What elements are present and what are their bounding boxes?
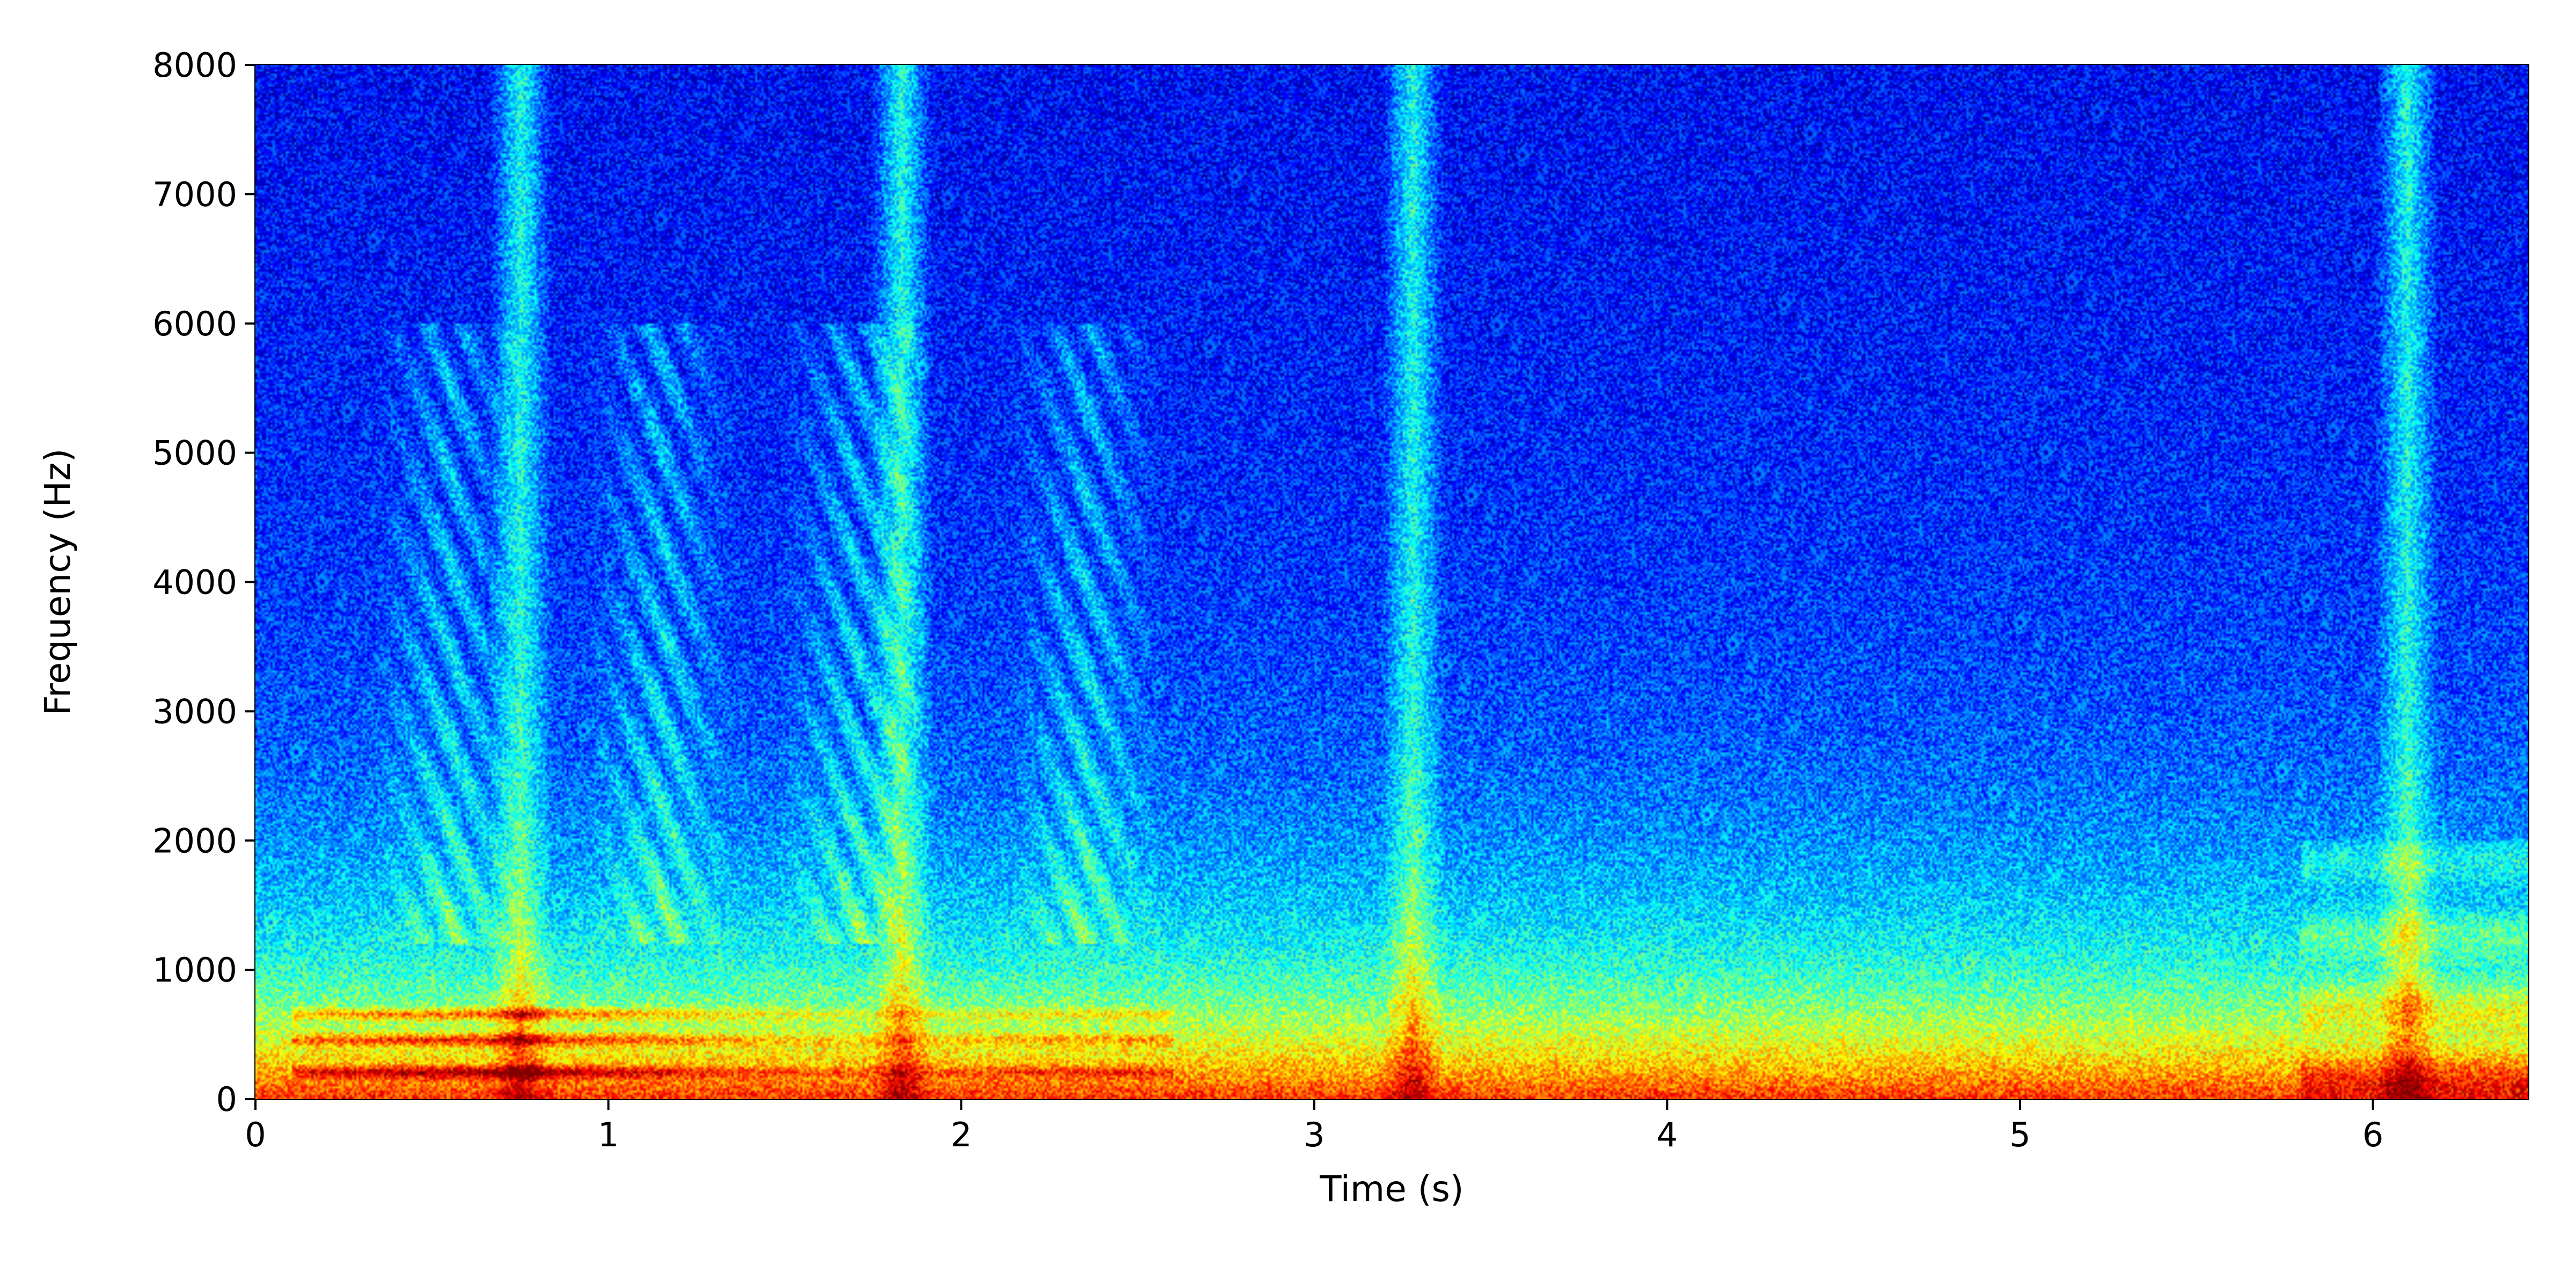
y-tick-label: 3000 [152, 692, 237, 731]
x-tick-label: 1 [598, 1115, 619, 1154]
y-tick-label: 6000 [152, 304, 237, 343]
y-tick-label: 0 [216, 1080, 237, 1119]
y-tick-label: 4000 [152, 563, 237, 602]
x-tick-label: 0 [245, 1115, 266, 1154]
y-axis-label: Frequency (Hz) [37, 449, 78, 716]
y-tick-label: 2000 [152, 821, 237, 860]
y-tick-label: 7000 [152, 175, 237, 214]
x-tick-label: 4 [1657, 1115, 1678, 1154]
y-tick-label: 5000 [152, 434, 237, 473]
x-axis: 0 1 2 3 4 5 6 [245, 1099, 2383, 1154]
x-tick-label: 6 [2362, 1115, 2383, 1154]
x-axis-label: Time (s) [1319, 1168, 1463, 1210]
x-tick-label: 5 [2009, 1115, 2030, 1154]
x-tick-label: 3 [1304, 1115, 1324, 1154]
spectrogram-image [255, 65, 2528, 1099]
x-tick-label: 2 [950, 1115, 971, 1154]
y-tick-label: 8000 [152, 46, 237, 85]
y-axis: 0 1000 2000 3000 4000 5000 6000 7000 8000 [152, 46, 255, 1119]
y-tick-label: 1000 [152, 950, 237, 990]
